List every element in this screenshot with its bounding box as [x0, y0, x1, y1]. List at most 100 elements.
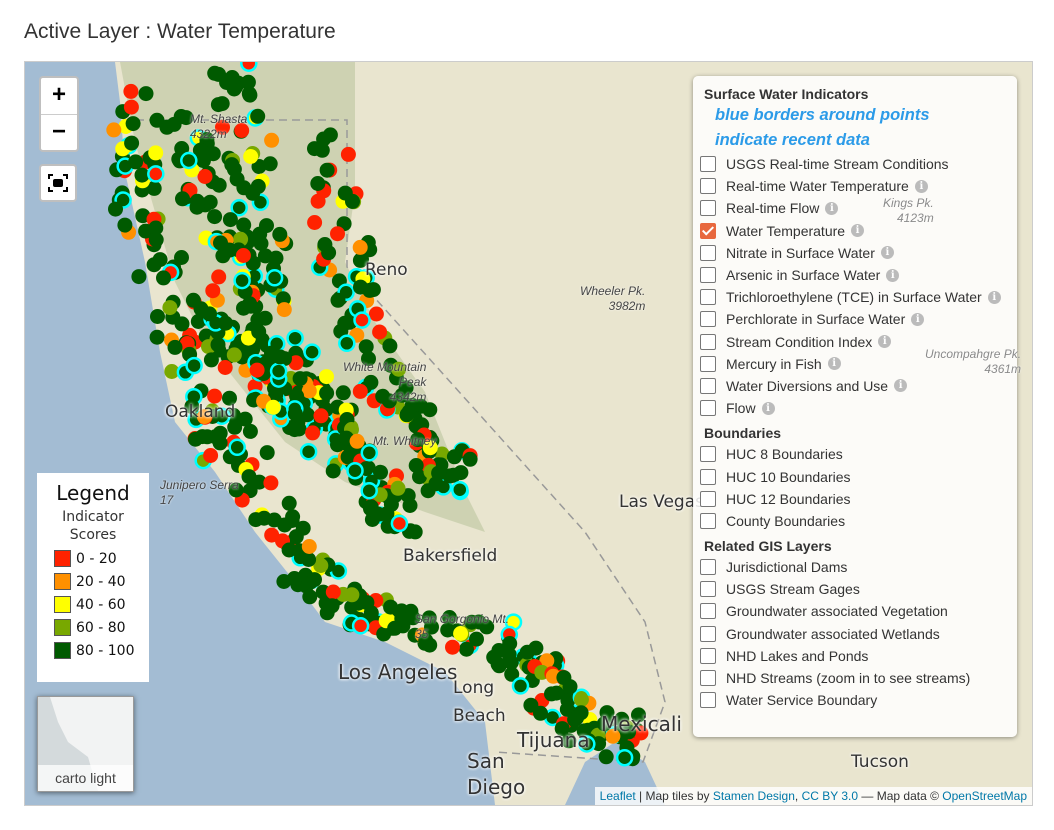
layer-toggle[interactable]: Water Service Boundary — [700, 689, 1017, 711]
station-marker[interactable] — [373, 464, 388, 480]
info-icon[interactable]: i — [761, 401, 775, 415]
station-marker[interactable] — [569, 710, 585, 726]
station-marker[interactable] — [149, 329, 165, 345]
layer-toggle[interactable]: HUC 8 Boundaries — [700, 443, 1017, 465]
station-marker[interactable] — [185, 356, 203, 375]
station-marker[interactable] — [266, 512, 282, 528]
station-marker[interactable] — [125, 116, 141, 132]
station-marker[interactable] — [362, 282, 378, 298]
station-marker[interactable] — [178, 110, 194, 126]
station-marker[interactable] — [562, 679, 578, 695]
station-marker[interactable] — [269, 362, 288, 380]
station-marker[interactable] — [205, 283, 221, 299]
layer-checkbox[interactable] — [700, 603, 716, 620]
info-icon[interactable]: i — [987, 290, 1001, 304]
station-marker[interactable] — [289, 388, 305, 404]
layer-toggle[interactable]: USGS Stream Gages — [700, 578, 1017, 600]
layer-checkbox[interactable] — [700, 333, 716, 350]
info-icon[interactable]: i — [880, 246, 894, 260]
layer-checkbox[interactable] — [700, 289, 716, 306]
station-marker[interactable] — [288, 355, 304, 371]
layer-checkbox[interactable] — [700, 244, 716, 261]
station-marker[interactable] — [418, 632, 434, 648]
map[interactable]: Reno Oakland Bakersfield Las Vegas Los A… — [24, 61, 1033, 806]
station-marker[interactable] — [240, 62, 258, 72]
layer-toggle[interactable]: Mercury in Fish i — [700, 353, 1017, 375]
station-marker[interactable] — [272, 349, 288, 365]
station-marker[interactable] — [340, 146, 356, 162]
station-marker[interactable] — [390, 514, 409, 533]
station-marker[interactable] — [227, 419, 243, 435]
station-marker[interactable] — [360, 481, 378, 500]
layer-toggle[interactable]: Nitrate in Surface Water i — [700, 242, 1017, 264]
station-marker[interactable] — [146, 257, 162, 273]
station-marker[interactable] — [210, 97, 226, 113]
layer-toggle[interactable]: Stream Condition Index i — [700, 331, 1017, 353]
layer-toggle[interactable]: HUC 12 Boundaries — [700, 488, 1017, 510]
station-marker[interactable] — [383, 599, 399, 615]
layer-checkbox[interactable] — [700, 311, 716, 328]
station-marker[interactable] — [251, 324, 267, 340]
station-marker[interactable] — [324, 598, 340, 614]
station-marker[interactable] — [353, 311, 371, 329]
stamen-link[interactable]: Stamen Design — [712, 789, 795, 803]
station-marker[interactable] — [190, 314, 206, 329]
station-marker[interactable] — [292, 371, 308, 387]
station-marker[interactable] — [138, 86, 154, 102]
station-marker[interactable] — [264, 132, 280, 148]
station-marker[interactable] — [148, 145, 164, 161]
station-marker[interactable] — [222, 390, 237, 406]
station-marker[interactable] — [390, 480, 406, 496]
station-marker[interactable] — [124, 135, 140, 151]
layer-toggle[interactable]: County Boundaries — [700, 510, 1017, 532]
station-marker[interactable] — [307, 572, 322, 588]
station-marker[interactable] — [344, 587, 360, 603]
station-marker[interactable] — [338, 334, 356, 353]
station-marker[interactable] — [287, 406, 303, 422]
station-marker[interactable] — [301, 383, 317, 399]
station-marker[interactable] — [345, 193, 360, 209]
station-marker[interactable] — [210, 337, 226, 353]
station-marker[interactable] — [302, 589, 318, 605]
station-marker[interactable] — [375, 388, 391, 404]
station-marker[interactable] — [117, 217, 133, 233]
station-marker[interactable] — [128, 154, 144, 170]
station-marker[interactable] — [410, 432, 426, 448]
leaflet-link[interactable]: Leaflet — [599, 789, 636, 803]
station-marker[interactable] — [335, 385, 351, 401]
station-marker[interactable] — [222, 212, 238, 228]
station-marker[interactable] — [265, 399, 281, 415]
layer-checkbox[interactable] — [700, 581, 716, 598]
station-marker[interactable] — [265, 269, 284, 287]
station-marker[interactable] — [275, 291, 291, 307]
layer-checkbox[interactable] — [700, 559, 716, 576]
station-marker[interactable] — [310, 176, 326, 191]
layer-toggle[interactable]: Real-time Water Temperature i — [700, 175, 1017, 197]
station-marker[interactable] — [363, 374, 379, 390]
station-marker[interactable] — [346, 461, 364, 480]
fullscreen-button[interactable] — [39, 164, 77, 202]
station-marker[interactable] — [462, 451, 478, 467]
basemap-switcher[interactable]: carto light — [37, 696, 134, 792]
station-marker[interactable] — [319, 385, 335, 401]
station-marker[interactable] — [391, 361, 407, 377]
station-marker[interactable] — [166, 116, 182, 132]
layer-toggle[interactable]: Water Temperature i — [700, 220, 1017, 242]
station-marker[interactable] — [599, 705, 615, 721]
station-marker[interactable] — [351, 617, 370, 635]
station-marker[interactable] — [310, 193, 326, 209]
layer-toggle[interactable]: Perchlorate in Surface Water i — [700, 308, 1017, 330]
station-marker[interactable] — [408, 458, 424, 473]
station-marker[interactable] — [262, 156, 278, 172]
cc-link[interactable]: CC BY 3.0 — [801, 789, 859, 803]
station-marker[interactable] — [360, 444, 379, 462]
station-marker[interactable] — [175, 191, 190, 207]
station-marker[interactable] — [218, 315, 233, 331]
station-marker[interactable] — [164, 364, 180, 379]
station-marker[interactable] — [368, 306, 384, 322]
station-marker[interactable] — [205, 146, 221, 162]
station-marker[interactable] — [325, 463, 341, 479]
layer-toggle[interactable]: HUC 10 Boundaries — [700, 465, 1017, 487]
station-marker[interactable] — [319, 369, 334, 385]
layer-checkbox[interactable] — [700, 178, 716, 195]
